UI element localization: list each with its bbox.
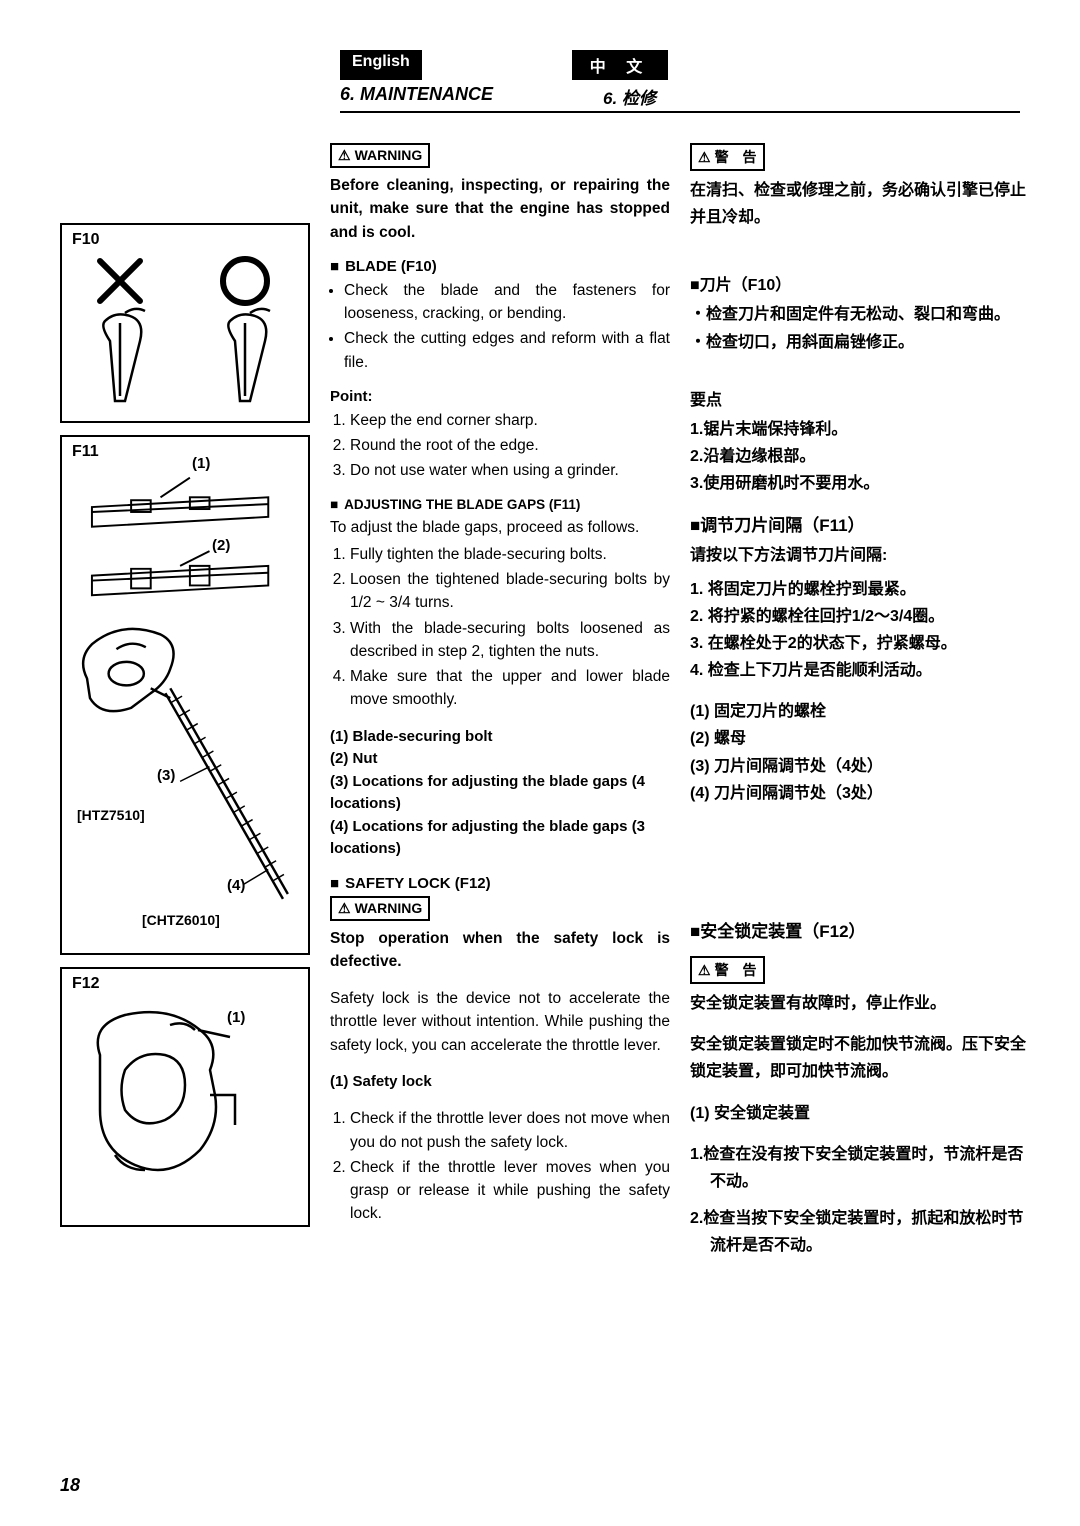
warning-box-1-en: ⚠WARNING — [330, 143, 430, 168]
adjust-head-en: ADJUSTING THE BLADE GAPS (F11) — [330, 497, 670, 512]
adjust-intro-cn: 请按以下方法调节刀片间隔: — [690, 542, 1030, 569]
blade-bullet-1-cn: ・检查刀片和固定件有无松动、裂口和弯曲。 — [690, 301, 1030, 328]
adj-3-en: With the blade-securing bolts loosened a… — [350, 617, 670, 664]
legend-3-cn: (3) 刀片间隔调节处（4处） — [690, 753, 1030, 780]
safety-legend-cn: (1) 安全锁定装置 — [690, 1100, 1030, 1127]
figure-f10: F10 — [60, 223, 310, 423]
lang-badge-en: English — [340, 50, 422, 80]
adjust-intro-en: To adjust the blade gaps, proceed as fol… — [330, 516, 670, 539]
blade-bullet-2-en: Check the cutting edges and reform with … — [344, 327, 670, 374]
chinese-column: ⚠警 告 在清扫、检查或修理之前，务必确认引擎已停止并且冷却。 ■刀片（F10）… — [690, 143, 1030, 1274]
warning-icon: ⚠ — [698, 149, 711, 166]
blade-bullet-1-en: Check the blade and the fasteners for lo… — [344, 279, 670, 326]
adj-2-en: Loosen the tightened blade-securing bolt… — [350, 568, 670, 615]
legend-2-en: (2) Nut — [330, 748, 670, 771]
safety-1-en: Check if the throttle lever does not mov… — [350, 1107, 670, 1154]
adj-2-cn: 2. 将拧紧的螺栓往回拧1/2～3/4圈。 — [690, 603, 1030, 630]
warning-text-2-cn: 安全锁定装置有故障时，停止作业。 — [690, 990, 1030, 1017]
safety-1-cn: 1.检查在没有按下安全锁定装置时，节流杆是否不动。 — [690, 1141, 1030, 1195]
legend-4-en: (4) Locations for adjusting the blade ga… — [330, 816, 670, 861]
legend-1-cn: (1) 固定刀片的螺栓 — [690, 698, 1030, 725]
warning-icon: ⚠ — [698, 962, 711, 979]
adj-3-cn: 3. 在螺栓处于2的状态下，拧紧螺母。 — [690, 630, 1030, 657]
warning-box-1-cn: ⚠警 告 — [690, 143, 765, 171]
callout-f11-3: (3) — [157, 767, 175, 784]
warning-text-1-en: Before cleaning, inspecting, or repairin… — [330, 174, 670, 244]
callout-f11-2: (2) — [212, 537, 230, 554]
adjust-head-cn: ■调节刀片间隔（F11） — [690, 511, 1030, 536]
callout-f11-model1: [HTZ7510] — [77, 807, 145, 823]
warning-box-2-en: ⚠WARNING — [330, 896, 430, 921]
callout-f12-1: (1) — [227, 1009, 245, 1026]
blade-bullet-2-cn: ・检查切口，用斜面扁锉修正。 — [690, 329, 1030, 356]
warning-icon: ⚠ — [338, 147, 351, 164]
safety-head-en: SAFETY LOCK (F12) — [330, 875, 670, 892]
blade-head-en: BLADE (F10) — [330, 258, 670, 275]
warning-label-cn: 警 告 — [715, 149, 757, 165]
point-3-cn: 3.使用研磨机时不要用水。 — [690, 470, 1030, 497]
warning-text-1-cn: 在清扫、检查或修理之前，务必确认引擎已停止并且冷却。 — [690, 177, 1030, 231]
fig-label-f11: F11 — [72, 443, 99, 461]
point-1-en: Keep the end corner sharp. — [350, 409, 670, 432]
point-1-cn: 1.锯片末端保持锋利。 — [690, 416, 1030, 443]
section-title-en: 6. MAINTENANCE — [340, 84, 493, 109]
english-column: ⚠WARNING Before cleaning, inspecting, or… — [330, 143, 670, 1274]
adj-4-cn: 4. 检查上下刀片是否能顺利活动。 — [690, 657, 1030, 684]
lang-badge-cn: 中 文 — [572, 50, 668, 80]
figure-f11: F11 (1) (2) (3) [HTZ7510] (4) [CHTZ6010] — [60, 435, 310, 955]
blade-head-cn: ■刀片（F10） — [690, 271, 1030, 295]
figures-column: F10 — [60, 143, 310, 1274]
point-3-en: Do not use water when using a grinder. — [350, 459, 670, 482]
safety-legend-en: (1) Safety lock — [330, 1071, 670, 1094]
callout-f11-model2: [CHTZ6010] — [142, 912, 220, 928]
warning-box-2-cn: ⚠警 告 — [690, 956, 765, 984]
safety-head-cn: ■安全锁定装置（F12） — [690, 917, 1030, 942]
point-head-cn: 要点 — [690, 386, 1030, 410]
figure-f12: F12 (1) — [60, 967, 310, 1227]
point-head-en: Point: — [330, 388, 670, 405]
warning-label-en-2: WARNING — [355, 900, 423, 916]
callout-f11-1: (1) — [192, 455, 210, 472]
point-2-cn: 2.沿着边缘根部。 — [690, 443, 1030, 470]
page-number: 18 — [60, 1475, 80, 1496]
legend-3-en: (3) Locations for adjusting the blade ga… — [330, 771, 670, 816]
safety-text-en: Safety lock is the device not to acceler… — [330, 987, 670, 1057]
safety-2-en: Check if the throttle lever moves when y… — [350, 1156, 670, 1226]
legend-2-cn: (2) 螺母 — [690, 725, 1030, 752]
warning-text-2-en: Stop operation when the safety lock is d… — [330, 927, 670, 974]
warning-icon: ⚠ — [338, 900, 351, 917]
fig-label-f12: F12 — [72, 975, 100, 993]
warning-label-en: WARNING — [355, 147, 423, 163]
adj-1-cn: 1. 将固定刀片的螺栓拧到最紧。 — [690, 576, 1030, 603]
section-title-cn: 6. 检修 — [603, 84, 656, 109]
fig-label-f10: F10 — [72, 231, 100, 249]
legend-4-cn: (4) 刀片间隔调节处（3处） — [690, 780, 1030, 807]
adj-1-en: Fully tighten the blade-securing bolts. — [350, 543, 670, 566]
safety-text-cn: 安全锁定装置锁定时不能加快节流阀。压下安全锁定装置，即可加快节流阀。 — [690, 1031, 1030, 1085]
safety-2-cn: 2.检查当按下安全锁定装置时，抓起和放松时节流杆是否不动。 — [690, 1205, 1030, 1259]
point-2-en: Round the root of the edge. — [350, 434, 670, 457]
legend-1-en: (1) Blade-securing bolt — [330, 726, 670, 749]
callout-f11-4: (4) — [227, 877, 245, 894]
adj-4-en: Make sure that the upper and lower blade… — [350, 665, 670, 712]
warning-label-cn-2: 警 告 — [715, 962, 757, 978]
